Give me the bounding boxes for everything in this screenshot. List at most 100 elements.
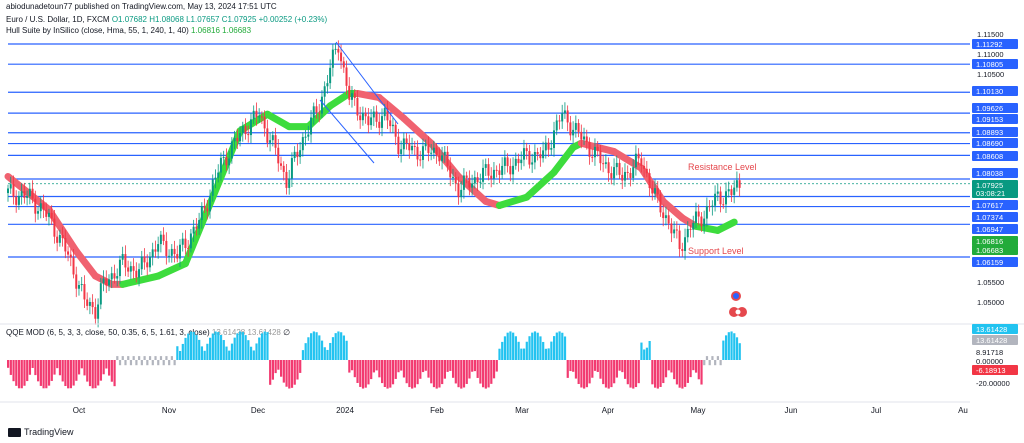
candle-body[interactable] [697,211,700,217]
candle-body[interactable] [348,85,351,100]
candle-body[interactable] [91,301,94,308]
candle-body[interactable] [269,140,272,143]
candle-body[interactable] [694,211,697,223]
hull-legend[interactable]: Hull Suite by InSilico (close, Hma, 55, … [6,26,251,35]
candle-body[interactable] [580,131,583,140]
candle-body[interactable] [239,132,242,142]
candle-body[interactable] [686,228,689,238]
candle-body[interactable] [31,188,34,199]
candle-body[interactable] [83,284,86,300]
price-badge[interactable] [972,86,1018,96]
candle-body[interactable] [140,256,143,270]
candle-body[interactable] [97,304,100,319]
candle-body[interactable] [203,206,206,209]
candle-body[interactable] [637,153,640,159]
candle-body[interactable] [266,128,269,143]
candle-body[interactable] [320,96,323,114]
candle-body[interactable] [361,112,364,121]
candle-body[interactable] [334,48,337,50]
candle-body[interactable] [282,165,285,172]
candle-body[interactable] [86,299,89,306]
osc-badge[interactable] [972,324,1018,334]
tradingview-footer[interactable]: TradingView [8,427,74,437]
candle-body[interactable] [34,198,37,214]
candle-body[interactable] [386,108,389,121]
candle-body[interactable] [258,116,261,118]
candle-body[interactable] [312,106,315,118]
candle-body[interactable] [424,143,427,147]
candle-body[interactable] [236,137,239,142]
candle-body[interactable] [301,137,304,151]
candle-body[interactable] [293,151,296,159]
candle-body[interactable] [700,216,703,227]
candle-body[interactable] [506,157,509,167]
candle-body[interactable] [667,215,670,224]
candle-body[interactable] [492,169,495,179]
candle-body[interactable] [290,158,293,179]
candle-body[interactable] [449,165,452,178]
candle-body[interactable] [487,164,490,176]
candle-body[interactable] [716,191,719,194]
candle-body[interactable] [645,168,648,174]
candle-body[interactable] [394,124,397,137]
candle-body[interactable] [643,165,646,169]
candle-body[interactable] [350,93,353,100]
candle-body[interactable] [233,137,236,142]
qqe-visibility-icon[interactable]: ∅ [283,328,291,337]
candle-body[interactable] [252,110,255,120]
candle-body[interactable] [20,191,23,196]
candle-body[interactable] [629,172,632,178]
candle-body[interactable] [733,187,736,195]
candle-body[interactable] [53,218,56,237]
candle-body[interactable] [102,278,105,284]
candle-body[interactable] [64,238,67,252]
candle-body[interactable] [75,274,78,289]
candle-body[interactable] [714,193,717,206]
candle-body[interactable] [7,188,9,194]
candle-body[interactable] [222,156,225,158]
price-badge[interactable] [972,200,1018,210]
candle-body[interactable] [446,151,449,166]
candle-body[interactable] [490,175,493,179]
candle-body[interactable] [533,151,536,163]
candle-body[interactable] [528,151,531,165]
candle-body[interactable] [154,249,157,252]
candle-body[interactable] [315,106,318,113]
candle-body[interactable] [135,270,138,278]
candle-body[interactable] [553,130,555,149]
price-badge[interactable] [972,180,1018,190]
candle-body[interactable] [121,254,124,260]
event-flags[interactable] [729,291,747,317]
candle-body[interactable] [389,120,392,127]
candle-body[interactable] [170,248,173,256]
candle-body[interactable] [127,267,130,272]
candle-body[interactable] [561,113,564,122]
candle-body[interactable] [288,178,291,188]
candle-body[interactable] [80,284,83,286]
candle-body[interactable] [143,256,146,263]
candle-body[interactable] [722,204,725,206]
price-badge[interactable] [972,168,1018,178]
candle-body[interactable] [260,116,263,118]
candle-body[interactable] [225,156,228,166]
candle-body[interactable] [705,206,708,219]
candle-body[interactable] [501,165,504,175]
candle-body[interactable] [585,136,588,143]
candle-body[interactable] [230,141,233,159]
price-badge[interactable] [972,103,1018,113]
osc-badge[interactable] [972,335,1018,345]
candle-body[interactable] [304,136,307,138]
candle-body[interactable] [482,167,485,182]
candle-body[interactable] [184,238,187,248]
candle-body[interactable] [23,191,26,198]
candle-body[interactable] [118,259,121,277]
candle-body[interactable] [520,159,523,164]
candle-body[interactable] [383,108,386,117]
candle-body[interactable] [110,273,113,280]
candle-body[interactable] [626,171,629,173]
candle-body[interactable] [735,180,738,188]
candle-body[interactable] [583,136,586,140]
candle-body[interactable] [61,234,64,239]
price-badge[interactable] [972,127,1018,137]
candle-body[interactable] [318,112,321,114]
